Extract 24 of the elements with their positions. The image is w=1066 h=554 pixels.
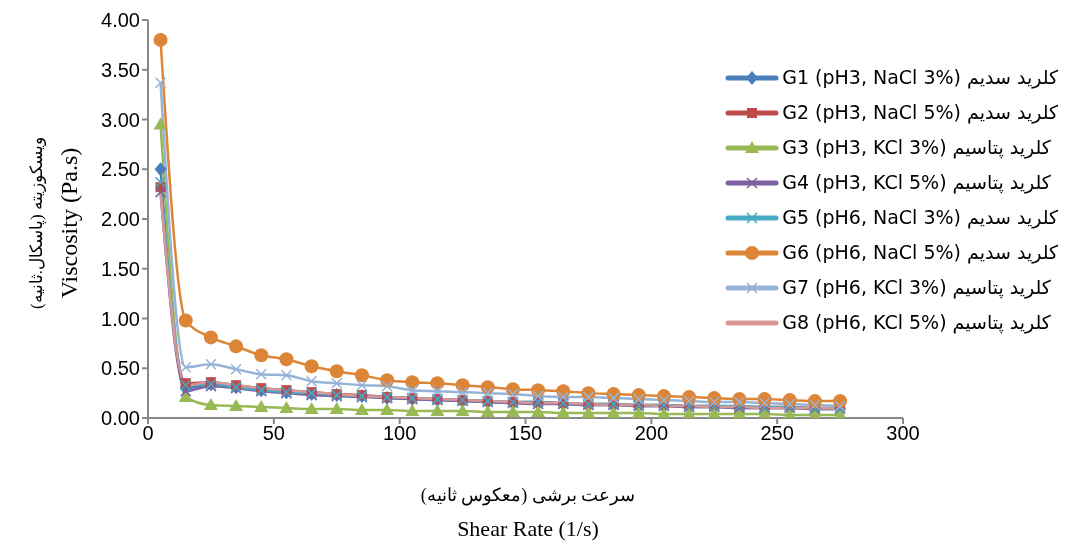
y-tick-label: 0.50: [101, 357, 140, 380]
y-tick-label: 3.00: [101, 108, 140, 131]
x-tick-label: 250: [760, 422, 794, 445]
legend-label: G7 (pH6, KCl 3%) کلرید پتاسیم: [782, 275, 1051, 301]
y-tick-label: 2.00: [101, 208, 140, 231]
legend-label: G4 (pH3, KCl 5%) کلرید پتاسیم: [782, 170, 1051, 196]
legend-label: G5 (pH6, NaCl 3%) کلرید سدیم: [782, 205, 1058, 231]
y-tick-label: 2.50: [101, 158, 140, 181]
x-tick-label: 200: [634, 422, 669, 445]
y-tick-label: 4.00: [101, 9, 140, 32]
y-tick-label: 1.50: [101, 257, 140, 280]
y-tick-label: 3.50: [101, 58, 140, 81]
x-tick-label: 50: [262, 422, 285, 445]
legend-label: G6 (pH6, NaCl 5%) کلرید سدیم: [782, 240, 1058, 266]
x-tick-label: 150: [508, 422, 543, 445]
x-tick-label: 300: [886, 422, 920, 445]
legend-label: G2 (pH3, NaCl 5%) کلرید سدیم: [782, 100, 1058, 126]
legend-label: G1 (pH3, NaCl 3%) کلرید سدیم: [782, 65, 1058, 91]
y-tick-label: 1.00: [101, 307, 140, 330]
x-tick-label: 100: [382, 422, 417, 445]
legend-label: G3 (pH3, KCl 3%) کلرید پتاسیم: [782, 135, 1051, 161]
legend-label: G8 (pH6, KCl 5%) کلرید پتاسیم: [782, 310, 1051, 336]
y-tick-label: 0.00: [101, 407, 140, 430]
x-tick-label: 0: [142, 422, 154, 445]
